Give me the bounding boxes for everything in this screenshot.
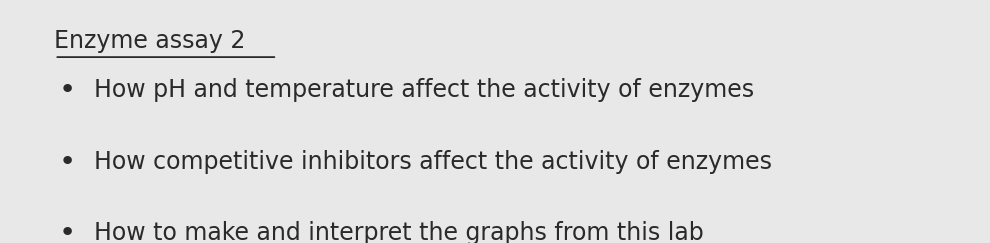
Text: •: •: [58, 219, 76, 243]
Text: How to make and interpret the graphs from this lab: How to make and interpret the graphs fro…: [94, 221, 704, 243]
Text: How competitive inhibitors affect the activity of enzymes: How competitive inhibitors affect the ac…: [94, 150, 772, 174]
Text: •: •: [58, 148, 76, 176]
Text: How pH and temperature affect the activity of enzymes: How pH and temperature affect the activi…: [94, 78, 754, 102]
Text: •: •: [58, 76, 76, 104]
Text: Enzyme assay 2: Enzyme assay 2: [54, 29, 246, 53]
